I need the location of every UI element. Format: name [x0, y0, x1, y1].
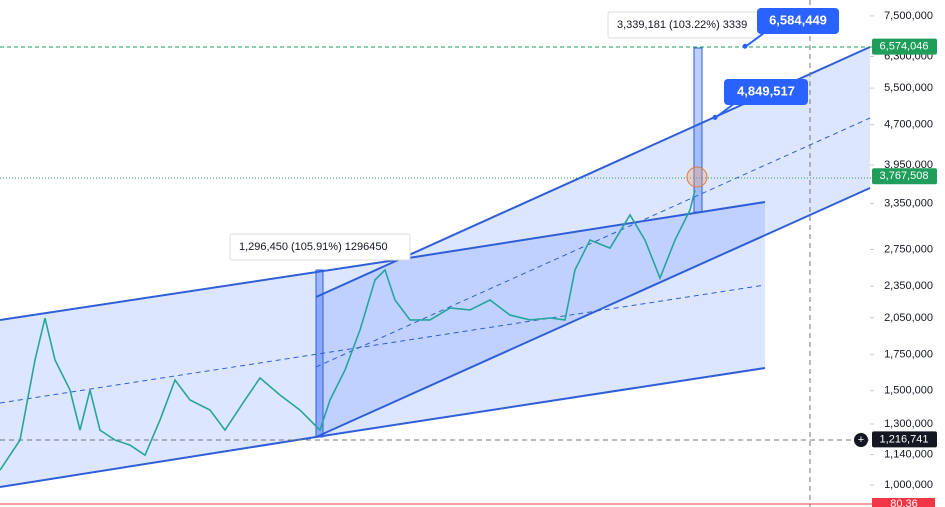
y-tick-label: 1,300,000	[884, 418, 933, 430]
channel-line	[0, 436, 317, 488]
indicator-box	[872, 498, 935, 507]
callout-label: 6,584,449	[769, 12, 827, 27]
measure-box	[229, 233, 411, 261]
y-tick-label: 1,140,000	[884, 448, 933, 460]
y-tick-label: 1,750,000	[884, 349, 933, 361]
measure-bar	[315, 269, 324, 438]
price-label-box	[872, 38, 937, 55]
y-tick-label: 7,500,000	[884, 10, 933, 22]
channel-mid	[315, 117, 871, 368]
measure-label: 1,296,450 (105.91%) 1296450	[239, 241, 388, 253]
y-tick-label: 3,950,000	[884, 159, 933, 171]
price-label: 6,574,046	[880, 40, 929, 52]
price-line	[0, 189, 696, 471]
indicator-label: 80.36	[890, 498, 918, 507]
channel-line	[315, 367, 766, 438]
channel-line	[315, 187, 871, 438]
measure-label: 3,339,181 (103.22%) 3339	[617, 19, 747, 31]
measure-bar	[693, 47, 703, 213]
callout-box	[724, 79, 808, 105]
y-tick-label: 4,700,000	[884, 119, 933, 131]
y-tick-label: 3,350,000	[884, 197, 933, 209]
price-label-box	[872, 168, 937, 185]
y-tick-label: 1,500,000	[884, 385, 933, 397]
price-label: 1,216,741	[880, 433, 929, 445]
y-tick-label: 2,750,000	[884, 243, 933, 255]
callout-anchor	[742, 43, 748, 49]
callout-pointer	[714, 102, 736, 119]
price-label: 3,767,508	[880, 170, 929, 182]
y-tick-label: 2,050,000	[884, 312, 933, 324]
y-tick-label: 5,500,000	[884, 82, 933, 94]
marker	[686, 166, 708, 188]
callout-box	[757, 8, 839, 34]
channel-line	[0, 261, 384, 321]
y-tick-label: 2,350,000	[884, 280, 933, 292]
channel-mid	[0, 284, 766, 404]
price-label-box	[872, 431, 937, 448]
crosshair-button[interactable]	[854, 433, 868, 447]
callout-anchor	[712, 114, 718, 120]
crosshair-icon: +	[858, 434, 864, 446]
y-tick-label: 1,000,000	[884, 479, 933, 491]
callout-label: 4,849,517	[737, 83, 795, 98]
